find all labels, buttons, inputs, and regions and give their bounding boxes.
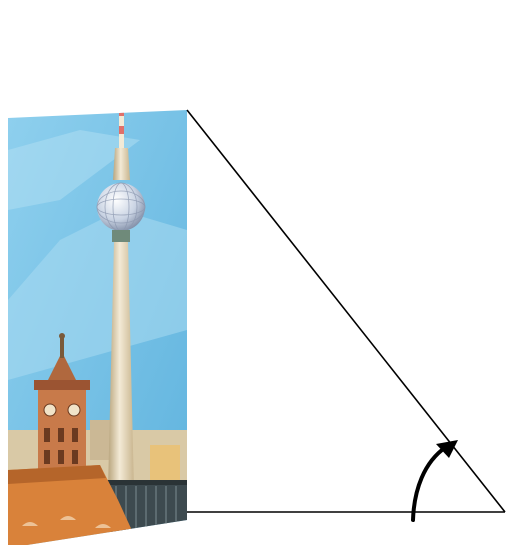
tower-shaft (108, 242, 134, 490)
tv-tower (96, 110, 146, 490)
angle-arrow-icon (411, 440, 458, 522)
town-hall-tower (34, 333, 90, 475)
distant-building-3 (90, 420, 112, 460)
tower-sphere (97, 183, 145, 231)
tv-tower-illustration (8, 110, 187, 545)
sky-highlight (8, 210, 187, 380)
distant-building-2 (150, 445, 180, 485)
antenna-stripes (119, 110, 124, 134)
sky-highlight-2 (8, 130, 140, 210)
triangle-hypotenuse (186, 109, 506, 513)
orange-roof (8, 465, 140, 545)
right-triangle (186, 109, 506, 513)
